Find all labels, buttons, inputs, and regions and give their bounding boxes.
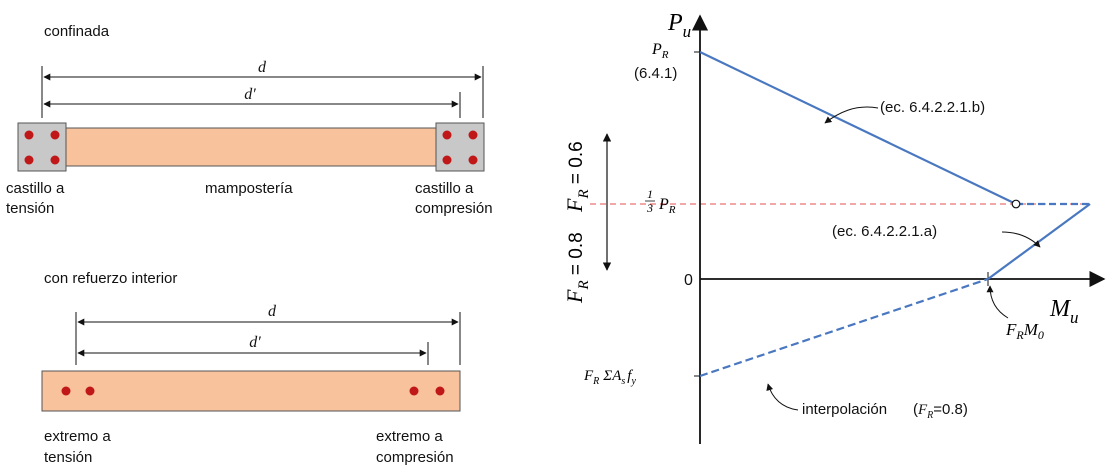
ec-b-label: (ec. 6.4.2.2.1.b) (880, 99, 985, 116)
fr-bottom-label: FR = 0.8 (562, 232, 592, 304)
masonry-label: mampostería (205, 180, 293, 197)
castillo-compression-label-1: castillo a (415, 180, 474, 197)
rebar (24, 130, 34, 140)
castillo-tension (17, 122, 67, 172)
rebar (468, 155, 478, 165)
x-axis-label: Mu (1049, 296, 1079, 327)
end-tension-label-2: tensión (44, 449, 92, 466)
rebar (409, 386, 419, 396)
origin-zero: 0 (684, 272, 693, 289)
masonry-panel (41, 370, 461, 412)
fr-top-label: FR = 0.6 (562, 141, 592, 213)
interior-wall-diagram: con refuerzo interior d d′ extremo a ten… (41, 270, 461, 466)
confined-wall-diagram: confinada d d′ castillo a tensión mampos… (6, 23, 493, 217)
interaction-diagram: FR = 0.6 FR = 0.8 Pu Mu PR (6.4.1) 1 3 P… (562, 10, 1106, 444)
third-numerator: 1 (647, 187, 653, 201)
interpolation-label: interpolación (802, 401, 887, 418)
castillo-tension-label-1: castillo a (6, 180, 65, 197)
dim-d-prime-label: d′ (249, 334, 261, 351)
castillo-compression-label-2: compresión (415, 200, 493, 217)
rebar (24, 155, 34, 165)
interior-title: con refuerzo interior (44, 270, 177, 287)
pr-reference: (6.4.1) (634, 65, 677, 82)
castillo-tension-label-2: tensión (6, 200, 54, 217)
rebar (442, 155, 452, 165)
rebar (61, 386, 71, 396)
interpolation-pointer (766, 383, 799, 411)
masonry-panel (65, 127, 437, 167)
y-axis-label: Pu (667, 10, 691, 41)
dim-d-label: d (268, 303, 277, 320)
interpolation-fr-note: (FR=0.8) (913, 401, 968, 421)
curve-ec-a (987, 203, 1091, 280)
frm0-label: FRM0 (1005, 320, 1044, 342)
rebar (50, 155, 60, 165)
ec-b-pointer (824, 106, 879, 124)
end-compression-label-1: extremo a (376, 428, 443, 445)
rebar (50, 130, 60, 140)
curve-ec-b (699, 51, 1017, 205)
rebar (442, 130, 452, 140)
frm0-pointer (986, 285, 1009, 319)
rebar (85, 386, 95, 396)
dim-d-prime-label: d′ (244, 86, 256, 103)
dim-d-label: d (258, 59, 267, 76)
confined-title: confinada (44, 23, 110, 40)
end-tension-label-1: extremo a (44, 428, 111, 445)
rebar (468, 130, 478, 140)
pr-label: PR (651, 41, 669, 61)
transition-point (1011, 199, 1021, 209)
end-compression-label-2: compresión (376, 449, 454, 466)
curve-interpolation-dashed (699, 277, 989, 378)
ec-a-label: (ec. 6.4.2.2.1.a) (832, 223, 937, 240)
fr-asfy-label: FR ΣAs fy (583, 368, 636, 387)
ec-a-pointer (1001, 231, 1041, 248)
third-denominator: 3 (646, 201, 653, 215)
castillo-compression (435, 122, 485, 172)
third-pr-label: PR (658, 196, 676, 216)
rebar (435, 386, 445, 396)
